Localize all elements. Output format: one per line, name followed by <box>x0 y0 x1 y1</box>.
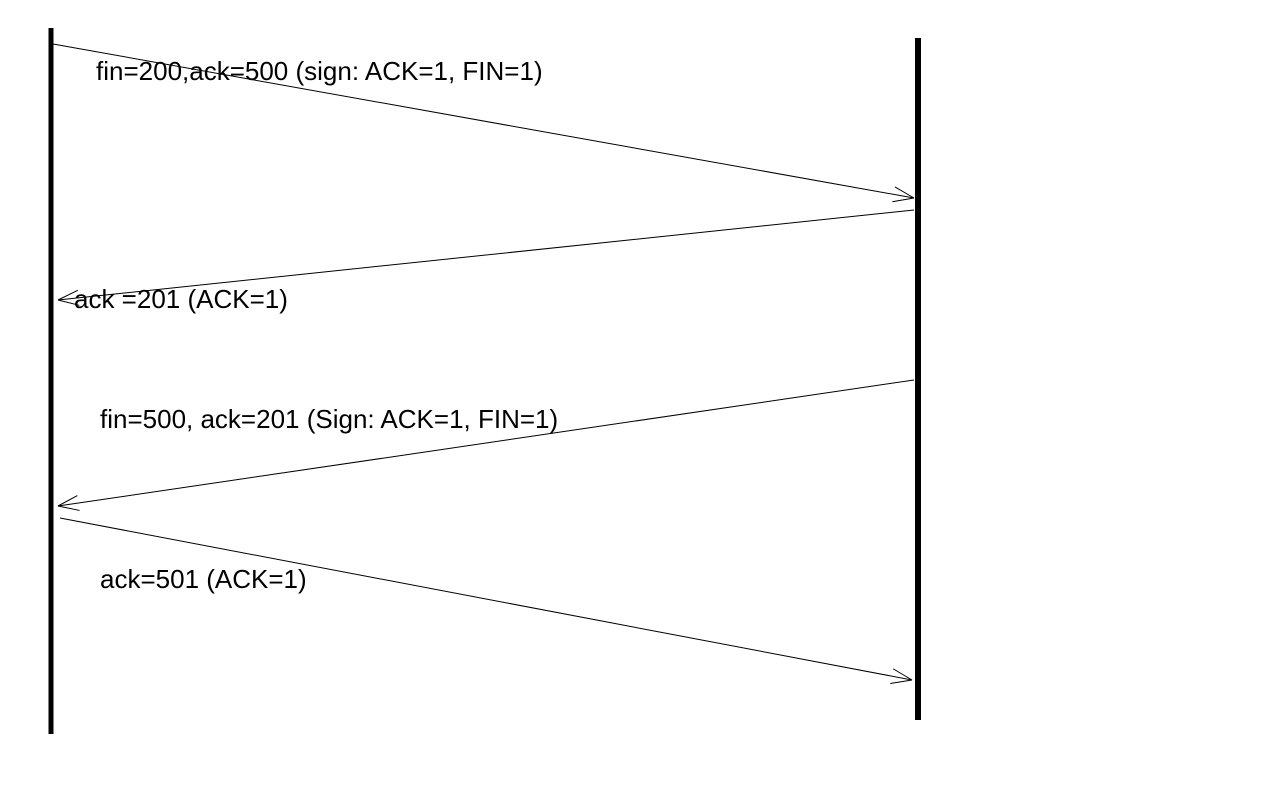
message-line <box>60 518 912 680</box>
message-label: ack=501 (ACK=1) <box>100 564 307 594</box>
message-label: fin=200,ack=500 (sign: ACK=1, FIN=1) <box>96 56 543 86</box>
message-msg2: ack =201 (ACK=1) <box>58 210 914 314</box>
message-msg3: fin=500, ack=201 (Sign: ACK=1, FIN=1) <box>58 380 914 510</box>
arrowhead <box>892 198 914 202</box>
message-label: fin=500, ack=201 (Sign: ACK=1, FIN=1) <box>100 404 558 434</box>
tcp-close-sequence-diagram: fin=200,ack=500 (sign: ACK=1, FIN=1) ack … <box>0 0 1268 810</box>
arrowhead <box>58 506 80 510</box>
messages: fin=200,ack=500 (sign: ACK=1, FIN=1) ack … <box>53 44 914 684</box>
message-line <box>58 380 914 506</box>
arrowhead <box>890 680 912 684</box>
message-msg4: ack=501 (ACK=1) <box>60 518 912 684</box>
message-label: ack =201 (ACK=1) <box>74 284 288 314</box>
message-msg1: fin=200,ack=500 (sign: ACK=1, FIN=1) <box>53 44 914 202</box>
